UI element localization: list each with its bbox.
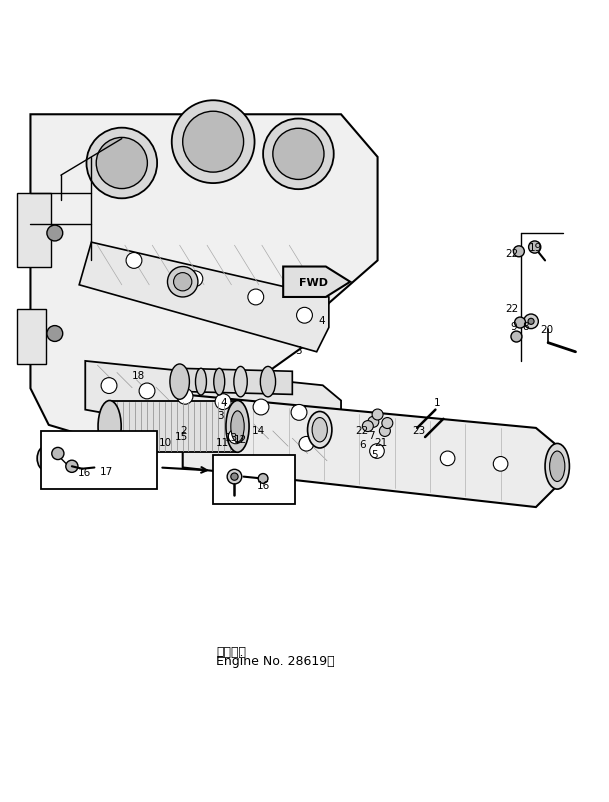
Circle shape [253,399,269,415]
Circle shape [529,241,541,253]
Text: 1: 1 [434,398,440,408]
Ellipse shape [214,369,225,395]
Ellipse shape [98,401,121,452]
Text: 16: 16 [77,468,91,477]
Text: FWD: FWD [299,277,328,287]
Text: 14: 14 [252,425,266,435]
Circle shape [52,448,64,460]
Text: 17: 17 [100,466,113,476]
Text: 20: 20 [540,324,554,334]
Circle shape [139,383,155,399]
Circle shape [174,273,192,291]
Circle shape [126,253,142,269]
Ellipse shape [170,364,189,399]
Text: 21: 21 [374,437,387,448]
Text: Engine No. 28619～: Engine No. 28619～ [216,654,335,667]
Circle shape [372,410,383,420]
Ellipse shape [231,411,244,443]
Text: 12: 12 [234,435,247,444]
Text: 3: 3 [295,346,301,355]
Text: 8: 8 [523,322,529,332]
Ellipse shape [545,444,569,489]
Circle shape [47,326,63,342]
Text: 16: 16 [256,480,270,490]
Circle shape [86,128,157,199]
Bar [41,431,157,489]
Circle shape [291,405,307,421]
Ellipse shape [195,369,206,395]
Circle shape [379,426,390,437]
Text: 10: 10 [159,437,172,448]
Circle shape [248,290,264,306]
Circle shape [47,226,63,241]
Ellipse shape [234,367,247,397]
Circle shape [263,119,334,190]
Polygon shape [177,369,292,395]
Text: 2: 2 [181,425,187,435]
Ellipse shape [226,401,249,452]
Text: 4: 4 [319,315,325,325]
Text: 4: 4 [221,397,227,407]
Polygon shape [30,115,378,444]
Text: 3: 3 [217,410,224,420]
Text: 23: 23 [412,425,426,435]
Bar [17,310,46,364]
Polygon shape [283,267,350,298]
Ellipse shape [260,367,275,397]
Circle shape [183,112,244,173]
Text: 22: 22 [355,425,368,435]
Circle shape [66,460,78,472]
Text: 6: 6 [360,439,366,450]
Bar [110,401,238,452]
Circle shape [228,430,243,444]
Circle shape [370,444,384,459]
Polygon shape [46,448,137,474]
Circle shape [172,101,255,184]
Circle shape [96,138,147,189]
Circle shape [368,417,379,427]
Text: 5: 5 [371,450,378,460]
Circle shape [524,314,538,330]
Circle shape [231,473,238,480]
Text: 19: 19 [529,243,543,253]
Text: 13: 13 [225,432,238,443]
Circle shape [513,246,524,257]
Circle shape [299,437,314,452]
Text: 22: 22 [505,249,518,259]
Ellipse shape [550,452,565,482]
Circle shape [493,457,508,472]
Circle shape [177,389,193,405]
Circle shape [101,379,117,394]
Circle shape [362,421,373,432]
Circle shape [515,318,526,329]
Polygon shape [183,395,554,508]
Text: 15: 15 [175,431,188,441]
Text: 7: 7 [368,431,375,440]
Text: 9: 9 [510,322,516,332]
Bar [17,194,51,267]
Polygon shape [79,243,329,352]
Text: 18: 18 [132,371,146,380]
Circle shape [273,129,324,180]
Ellipse shape [308,412,332,448]
Text: 22: 22 [505,303,518,314]
Circle shape [440,452,455,466]
Circle shape [297,308,312,324]
Circle shape [258,474,268,484]
Ellipse shape [130,452,144,475]
Polygon shape [85,362,341,452]
Circle shape [167,267,198,298]
Circle shape [187,271,203,287]
Text: 11: 11 [216,437,229,448]
Ellipse shape [37,447,54,471]
Ellipse shape [312,418,328,443]
Circle shape [528,319,534,325]
Circle shape [215,395,231,410]
Text: 適用号機: 適用号機 [216,645,246,658]
Circle shape [511,332,522,342]
Circle shape [227,470,242,484]
Circle shape [382,418,393,429]
Bar [213,456,295,504]
